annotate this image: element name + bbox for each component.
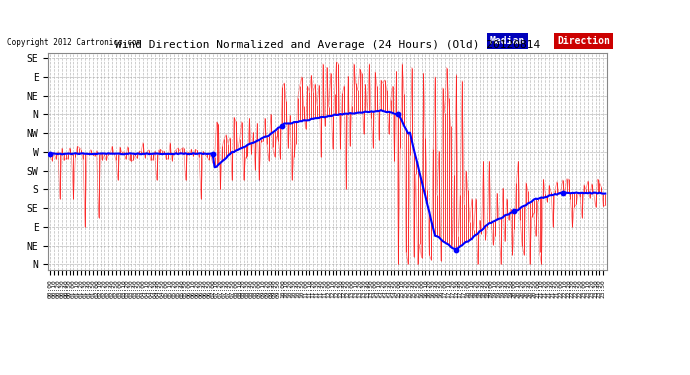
Text: Median: Median	[490, 36, 525, 46]
Point	[207, 151, 218, 157]
Point	[558, 190, 569, 196]
Text: Direction: Direction	[557, 36, 610, 46]
Point	[393, 111, 404, 117]
Point	[277, 123, 288, 129]
Point	[451, 247, 462, 253]
Text: Copyright 2012 Cartronics.com: Copyright 2012 Cartronics.com	[7, 38, 141, 47]
Point	[45, 151, 56, 157]
Title: Wind Direction Normalized and Average (24 Hours) (Old) 20120814: Wind Direction Normalized and Average (2…	[115, 40, 540, 50]
Point	[509, 209, 520, 214]
